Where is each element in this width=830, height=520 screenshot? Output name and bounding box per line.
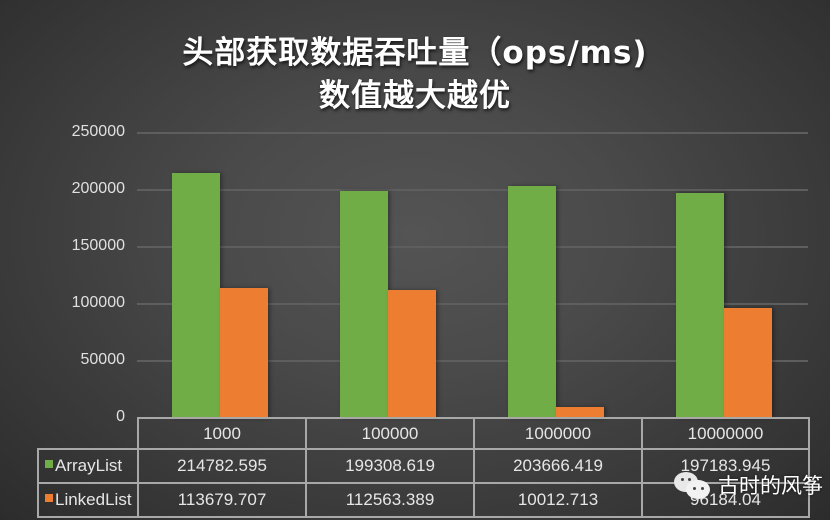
data-table: 1000 100000 1000000 10000000 ArrayList 2… [37, 417, 810, 518]
table-cell: 96184.04 [641, 482, 810, 518]
wechat-icon [672, 470, 712, 500]
table-cell: 197183.945 [641, 448, 810, 484]
bar-arraylist-1000000 [508, 186, 556, 418]
y-tick: 150000 [71, 237, 125, 254]
y-tick: 0 [116, 408, 125, 425]
y-tick: 250000 [71, 123, 125, 140]
bar-arraylist-100000 [340, 191, 388, 418]
watermark-text: 古时的风筝 [718, 474, 823, 498]
series-label: ArrayList [55, 456, 123, 475]
table-cell: 112563.389 [305, 482, 475, 518]
gridline [137, 189, 808, 191]
legend-linkedlist: LinkedList [37, 482, 139, 518]
gridline [137, 246, 808, 248]
category-header: 1000 [137, 417, 307, 450]
table-row: LinkedList 113679.707 112563.389 10012.7… [37, 482, 810, 518]
bar-linkedlist-100000 [388, 290, 436, 418]
watermark: 古时的风筝 [672, 470, 823, 500]
table-header-row: 1000 100000 1000000 10000000 [38, 417, 810, 450]
bar-arraylist-1000 [172, 173, 220, 418]
gridline [137, 360, 808, 362]
table-cell: 113679.707 [137, 482, 307, 518]
legend-swatch-green [45, 460, 53, 468]
y-tick: 50000 [80, 351, 126, 368]
gridline [137, 303, 808, 305]
category-header: 10000000 [641, 417, 810, 450]
y-tick: 100000 [71, 294, 125, 311]
table-cell: 10012.713 [473, 482, 643, 518]
bar-linkedlist-10000000 [724, 308, 772, 418]
table-cell: 214782.595 [137, 448, 307, 484]
table-cell: 199308.619 [305, 448, 475, 484]
bar-linkedlist-1000000 [556, 407, 604, 418]
table-corner [38, 418, 139, 450]
table-cell: 203666.419 [473, 448, 643, 484]
y-tick: 200000 [71, 180, 125, 197]
category-header: 1000000 [473, 417, 643, 450]
legend-arraylist: ArrayList [37, 448, 139, 484]
category-header: 100000 [305, 417, 475, 450]
legend-swatch-orange [45, 494, 53, 502]
gridline [137, 132, 808, 134]
series-label: LinkedList [55, 490, 132, 509]
chart-title-line1: 头部获取数据吞吐量（ops/ms) [182, 35, 648, 71]
bar-linkedlist-1000 [220, 288, 268, 418]
bar-arraylist-10000000 [676, 193, 724, 418]
table-row: ArrayList 214782.595 199308.619 203666.4… [37, 448, 810, 484]
chart-title-line2: 数值越大越优 [319, 78, 511, 114]
